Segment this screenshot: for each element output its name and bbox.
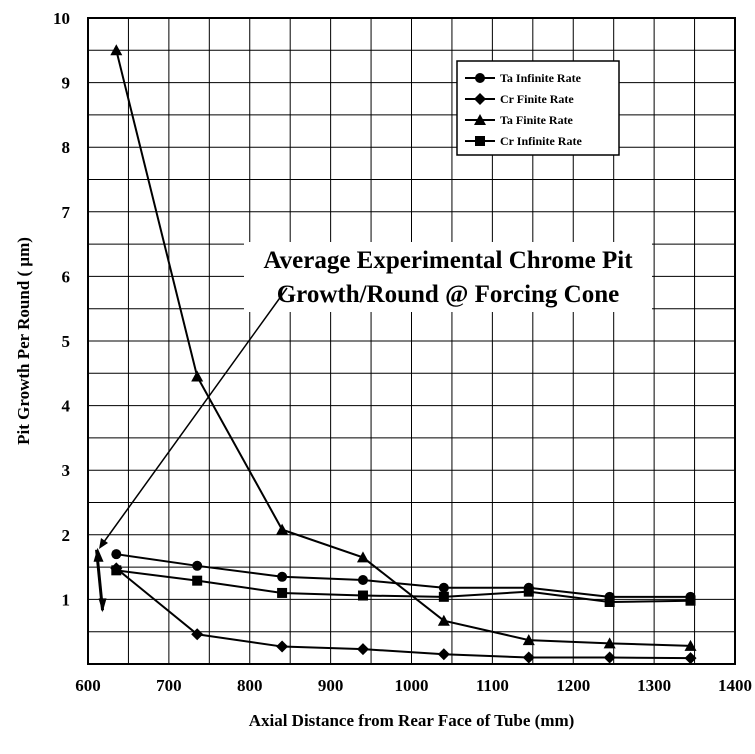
x-tick-labels: 600 700 800 900 1000 1100 1200 1300 1400 <box>75 676 752 695</box>
data-point <box>437 614 450 626</box>
x-tick-label: 1300 <box>637 676 671 695</box>
series-0 <box>111 549 696 602</box>
data-point <box>522 634 535 646</box>
data-point <box>604 596 615 607</box>
legend-label: Cr Finite Rate <box>500 92 574 106</box>
grid <box>88 18 735 664</box>
x-tick-label: 800 <box>237 676 263 695</box>
data-point <box>522 651 535 664</box>
legend-label: Cr Infinite Rate <box>500 134 582 148</box>
x-axis-label: Axial Distance from Rear Face of Tube (m… <box>249 711 575 730</box>
data-point <box>684 639 697 651</box>
data-point <box>438 582 449 593</box>
data-point <box>603 651 616 664</box>
data-point <box>111 549 122 560</box>
series-line <box>115 567 691 660</box>
data-point <box>192 575 203 586</box>
data-point <box>276 640 289 653</box>
data-point <box>110 44 123 56</box>
annotation-text: Growth/Round @ Forcing Cone <box>277 281 620 308</box>
data-point <box>192 560 203 571</box>
data-point <box>356 643 369 656</box>
plot-frame <box>87 17 736 665</box>
data-point <box>111 565 122 576</box>
legend-marker <box>475 136 485 146</box>
data-point <box>603 637 616 649</box>
x-tick-label: 1000 <box>395 676 429 695</box>
data-point <box>191 628 204 641</box>
annotation-arrowhead <box>99 538 108 549</box>
data-point <box>356 551 369 563</box>
legend-label: Ta Finite Rate <box>500 113 574 127</box>
legend-marker <box>474 114 486 125</box>
annotation-background <box>244 242 652 312</box>
y-tick-label: 10 <box>53 9 70 28</box>
data-point <box>438 591 449 602</box>
range-arrowhead-down <box>98 598 107 613</box>
data-point <box>357 590 368 601</box>
y-tick-label: 1 <box>62 590 71 609</box>
legend-label: Ta Infinite Rate <box>500 71 582 85</box>
series-3 <box>111 565 696 607</box>
y-tick-label: 2 <box>62 526 71 545</box>
series-line <box>115 50 691 647</box>
series-2 <box>110 44 697 651</box>
annotation-arrow-line <box>100 287 288 547</box>
annotation-text: Average Experimental Chrome Pit <box>263 247 633 274</box>
y-tick-label: 9 <box>62 74 71 93</box>
data-point <box>685 595 696 606</box>
data-point <box>276 523 289 535</box>
x-tick-label: 600 <box>75 676 101 695</box>
y-tick-label: 3 <box>62 461 71 480</box>
series-group <box>110 44 697 665</box>
range-arrowhead-up <box>93 547 104 562</box>
legend-marker <box>474 93 486 105</box>
data-point <box>277 587 288 598</box>
series-line <box>116 569 691 603</box>
x-tick-label: 1100 <box>476 676 509 695</box>
series-line <box>116 553 691 598</box>
data-point <box>437 648 450 661</box>
y-tick-labels: 1 2 3 4 5 6 7 8 9 10 <box>53 9 71 609</box>
data-point <box>523 586 534 597</box>
data-point <box>191 370 204 382</box>
x-tick-label: 1400 <box>718 676 752 695</box>
y-tick-label: 8 <box>62 138 71 157</box>
y-tick-label: 7 <box>62 203 71 222</box>
y-tick-label: 6 <box>62 267 71 286</box>
x-tick-label: 700 <box>156 676 182 695</box>
data-point <box>684 652 697 665</box>
x-tick-label: 900 <box>318 676 344 695</box>
annotation: Average Experimental Chrome Pit Growth/Ro… <box>93 242 652 613</box>
data-point <box>357 575 368 586</box>
y-axis-label: Pit Growth Per Round ( μm) <box>14 237 33 445</box>
y-tick-label: 5 <box>62 332 71 351</box>
data-point <box>277 571 288 582</box>
x-tick-label: 1200 <box>556 676 590 695</box>
legend: Ta Infinite Rate Cr Finite Rate Ta Finite … <box>456 60 620 156</box>
legend-marker <box>475 73 485 83</box>
y-tick-label: 4 <box>62 397 71 416</box>
